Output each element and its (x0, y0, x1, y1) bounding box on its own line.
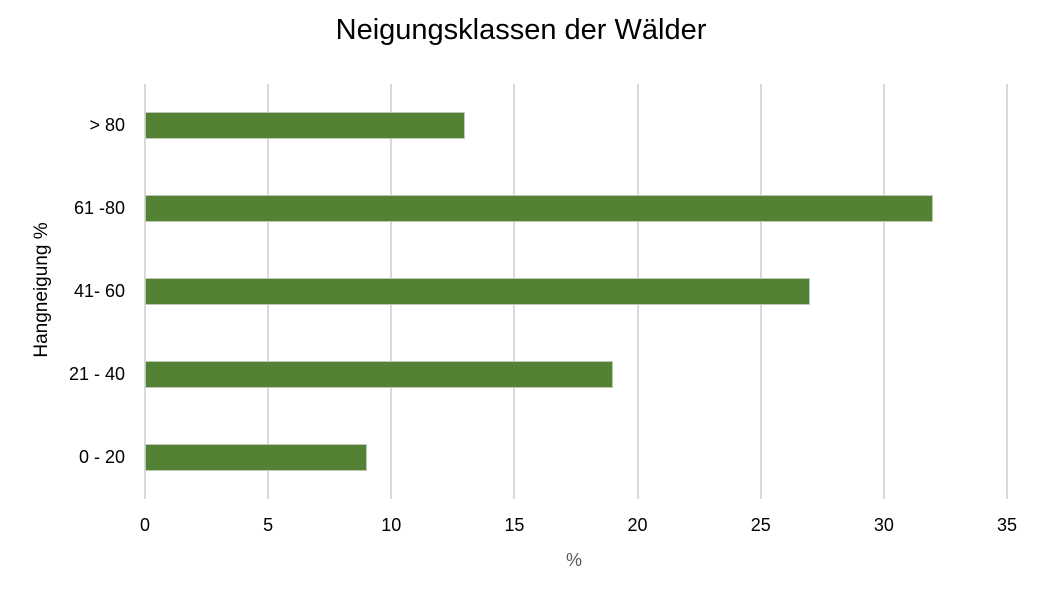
gridline (1006, 84, 1008, 499)
bar (145, 361, 613, 388)
x-tick-label: 15 (504, 515, 525, 535)
x-tick-label: 30 (873, 515, 894, 535)
chart-title: Neigungsklassen der Wälder (335, 14, 707, 46)
x-tick-label: 0 (139, 515, 150, 535)
x-tick-label: 20 (627, 515, 648, 535)
y-category-label: 41- 60 (73, 280, 125, 301)
bar (145, 444, 367, 471)
y-category-label: 61 -80 (73, 197, 125, 218)
x-tick-label: 10 (381, 515, 402, 535)
x-tick-label: 25 (750, 515, 771, 535)
y-category-label: > 80 (89, 114, 125, 135)
x-tick-label: 35 (996, 515, 1018, 535)
x-axis-label: % (566, 550, 583, 570)
bar (145, 112, 466, 139)
plot-area (144, 84, 1008, 499)
gridline (882, 84, 885, 499)
bar (145, 278, 810, 305)
y-axis-label: Hangneigung % (31, 222, 52, 358)
y-category-label: 0 - 20 (78, 446, 125, 467)
bar (145, 195, 934, 222)
x-tick-label: 5 (263, 515, 274, 535)
y-category-label: 21 - 40 (68, 363, 125, 384)
